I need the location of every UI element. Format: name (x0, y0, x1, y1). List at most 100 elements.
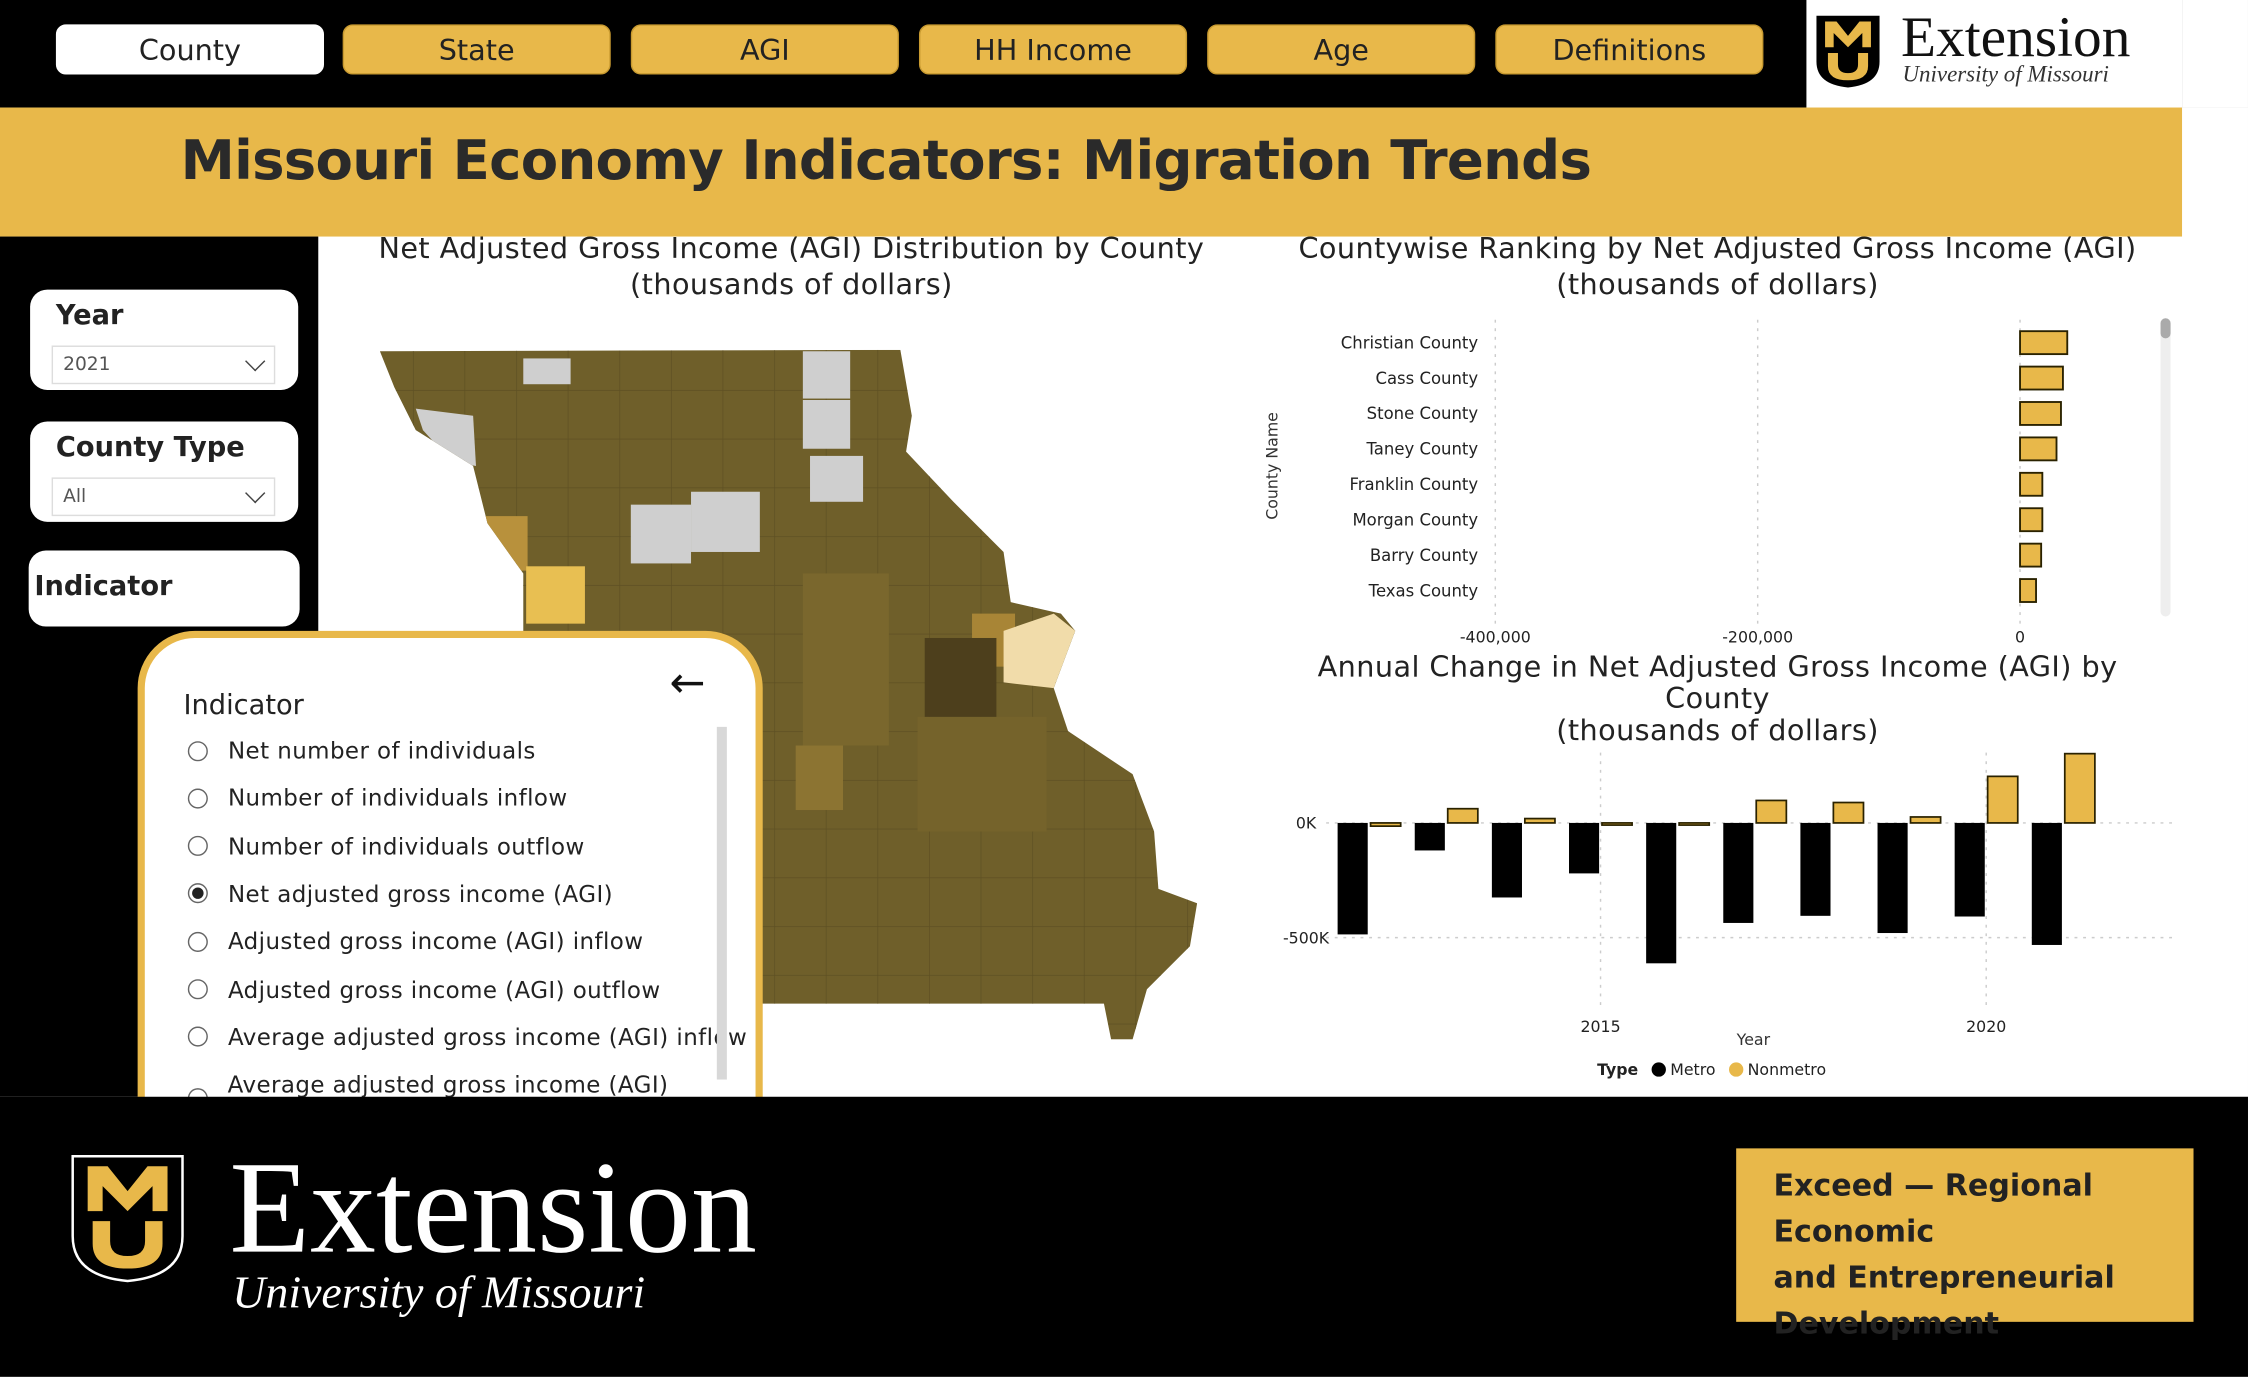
scrollbar[interactable] (716, 726, 727, 1080)
tab-age[interactable]: Age (1207, 24, 1476, 75)
county-no-data[interactable] (691, 491, 760, 552)
nonmetro-bar[interactable] (1601, 822, 1633, 826)
metro-bar[interactable] (1414, 822, 1445, 851)
county-no-data[interactable] (415, 408, 476, 466)
indicator-option[interactable]: Average adjusted gross income (AGI) infl… (187, 1023, 747, 1051)
metro-bar[interactable] (1800, 822, 1831, 916)
arrow-left-icon[interactable]: ← (669, 658, 706, 709)
county[interactable] (526, 566, 585, 624)
bar[interactable] (2019, 507, 2044, 533)
radio-icon[interactable] (187, 740, 208, 761)
indicator-option[interactable]: Number of individuals inflow (187, 785, 568, 812)
legend-nonmetro-label[interactable]: Nonmetro (1748, 1060, 1826, 1079)
radio-icon[interactable] (187, 835, 208, 857)
logo-subtitle: University of Missouri (1902, 63, 2109, 88)
county-no-data[interactable] (802, 351, 851, 399)
ranking-scrollbar[interactable] (2160, 318, 2171, 617)
radio-icon[interactable] (187, 788, 208, 809)
nonmetro-bar[interactable] (1678, 822, 1711, 826)
bar[interactable] (2019, 578, 2037, 603)
title-band (0, 107, 2183, 237)
metro-bar[interactable] (1337, 822, 1368, 935)
x-tick-label: -400,000 (1460, 627, 1531, 646)
nonmetro-bar[interactable] (1832, 801, 1865, 824)
county-no-data[interactable] (630, 504, 692, 564)
metro-bar[interactable] (1569, 822, 1600, 874)
metro-bar[interactable] (1877, 822, 1908, 934)
radio-selected-icon[interactable] (187, 883, 208, 904)
program-line: and Entrepreneurial (1773, 1260, 2115, 1295)
county[interactable] (795, 745, 843, 811)
nonmetro-bar[interactable] (1523, 817, 1556, 824)
county-st-louis[interactable] (1003, 613, 1076, 689)
ranking-chart-title: Countywise Ranking by Net Adjusted Gross… (1262, 231, 2174, 303)
tab-hh-income[interactable]: HH Income (918, 24, 1188, 75)
nonmetro-bar[interactable] (1986, 775, 2019, 824)
year-filter-card: Year 2021 (30, 289, 299, 390)
radio-icon[interactable] (187, 1026, 208, 1048)
x-tick-label: 2015 (1580, 1017, 1620, 1036)
county[interactable] (917, 716, 1047, 832)
legend-metro-label[interactable]: Metro (1670, 1060, 1715, 1079)
legend-title: Type (1597, 1060, 1638, 1079)
page-title: Missouri Economy Indicators: Migration T… (180, 129, 1592, 193)
indicator-option[interactable]: Net adjusted gross income (AGI) (187, 880, 614, 908)
y-category-label: Christian County (1341, 333, 1479, 352)
indicator-option[interactable]: Number of individuals outflow (187, 832, 585, 860)
nonmetro-bar[interactable] (1369, 822, 1402, 827)
y-category-label: Morgan County (1352, 510, 1478, 529)
county[interactable] (924, 637, 997, 717)
annual-change-bar-chart: 0K -500K 2015 2020 Year Type Metro Nonmetro (1283, 752, 2177, 1079)
x-tick-label: 2020 (1966, 1017, 2006, 1036)
indicator-option[interactable]: Adjusted gross income (AGI) inflow (187, 928, 644, 955)
year-value: 2021 (63, 354, 111, 376)
bar[interactable] (2019, 542, 2043, 568)
indicator-option-label: Number of individuals outflow (227, 832, 585, 860)
tab-state[interactable]: State (342, 24, 611, 75)
radio-icon[interactable] (187, 931, 208, 952)
bar[interactable] (2019, 365, 2064, 391)
bar[interactable] (2019, 436, 2058, 462)
y-category-label: Texas County (1368, 581, 1479, 600)
metro-bar[interactable] (1954, 822, 1985, 917)
tab-definitions[interactable]: Definitions (1495, 24, 1764, 75)
bar[interactable] (2019, 471, 2044, 497)
tab-county[interactable]: County (55, 24, 325, 75)
legend-metro-marker (1651, 1062, 1666, 1077)
annual-title-line2: (thousands of dollars) (1556, 712, 1879, 747)
y-category-label: Barry County (1370, 546, 1479, 565)
radio-icon[interactable] (187, 979, 208, 1000)
program-badge: Exceed — Regional Economic and Entrepren… (1736, 1148, 2194, 1340)
county[interactable] (470, 516, 528, 571)
nonmetro-bar[interactable] (1755, 799, 1788, 824)
y-category-label: Franklin County (1350, 475, 1479, 494)
county[interactable] (802, 573, 889, 746)
metro-bar[interactable] (2031, 822, 2062, 945)
bar[interactable] (2019, 330, 2069, 356)
county-type-value: All (63, 486, 87, 508)
indicator-button[interactable]: Indicator (28, 550, 300, 627)
metro-bar[interactable] (1491, 822, 1522, 898)
nonmetro-bar[interactable] (1909, 816, 1942, 824)
indicator-option-label: Adjusted gross income (AGI) outflow (227, 975, 661, 1003)
legend-nonmetro-marker (1729, 1062, 1744, 1077)
nonmetro-bar[interactable] (2063, 752, 2096, 824)
indicator-option[interactable]: Adjusted gross income (AGI) outflow (187, 975, 661, 1003)
scrollbar-thumb[interactable] (2160, 318, 2171, 339)
indicator-popup-title: Indicator (183, 689, 304, 722)
county-no-data[interactable] (810, 455, 864, 502)
year-dropdown[interactable]: 2021 (51, 345, 276, 385)
county-type-dropdown[interactable]: All (51, 477, 276, 517)
nonmetro-bar[interactable] (1446, 807, 1479, 824)
indicator-option[interactable]: Net number of individuals (187, 737, 536, 764)
ranking-bar-chart: -400,000 -200,000 0 County Name Christian Co… (1262, 319, 2069, 646)
metro-bar[interactable] (1723, 822, 1754, 923)
annual-title-line1: Annual Change in Net Adjusted Gross Inco… (1317, 649, 2118, 716)
county-no-data[interactable] (523, 358, 571, 385)
x-tick-label: -200,000 (1722, 627, 1793, 646)
metro-bar[interactable] (1646, 822, 1677, 964)
indicator-option-label: Net adjusted gross income (AGI) (227, 880, 614, 908)
bar[interactable] (2019, 401, 2062, 426)
tab-agi[interactable]: AGI (630, 24, 899, 75)
county-no-data[interactable] (802, 399, 851, 449)
